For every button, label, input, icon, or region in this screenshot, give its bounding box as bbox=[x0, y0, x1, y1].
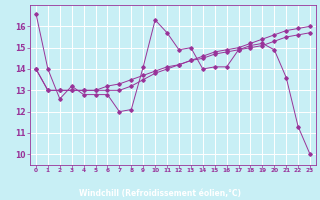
Text: Windchill (Refroidissement éolien,°C): Windchill (Refroidissement éolien,°C) bbox=[79, 189, 241, 198]
